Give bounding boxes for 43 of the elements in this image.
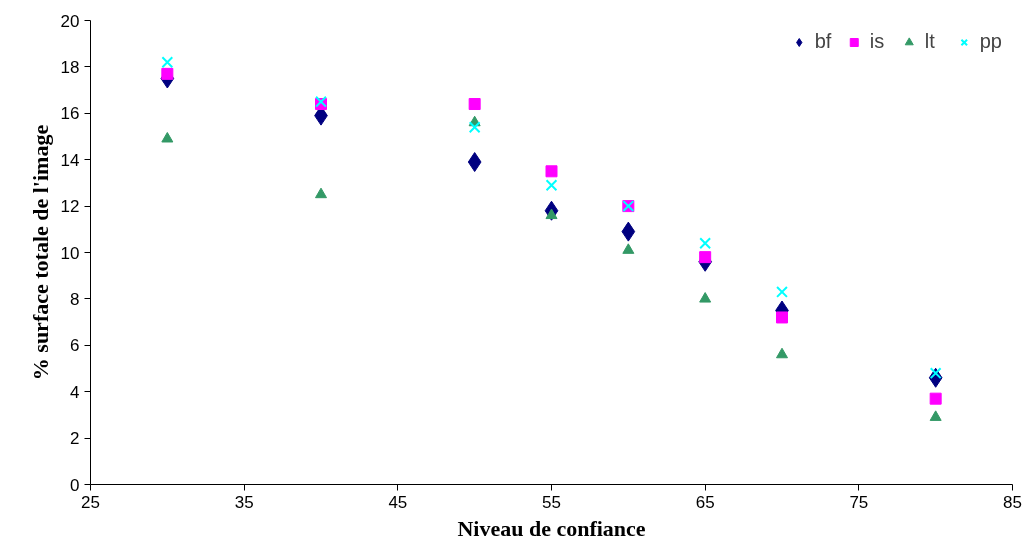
x-axis-title: Niveau de confiance [457, 515, 646, 541]
point [545, 165, 558, 178]
y-tick-label: 14 [60, 150, 80, 170]
legend-label: is [869, 30, 886, 53]
y-tick-label: 10 [60, 243, 80, 263]
point [161, 67, 174, 80]
point [699, 292, 712, 303]
legend-label: lt [924, 30, 936, 53]
point [161, 131, 174, 143]
point [468, 121, 481, 134]
x-tick-label: 25 [81, 492, 100, 512]
y-tick-label: 8 [70, 289, 80, 309]
y-tick-label: 18 [60, 57, 80, 77]
point [776, 347, 788, 359]
point [315, 187, 327, 199]
x-tick-label: 35 [234, 492, 254, 512]
point [776, 311, 788, 324]
x-tick-label: 65 [695, 492, 715, 512]
y-tick-label: 2 [70, 429, 80, 449]
y-tick-label: 6 [70, 336, 80, 356]
y-tick-label: 0 [70, 475, 80, 495]
point [699, 237, 712, 250]
point [699, 251, 712, 264]
point [161, 56, 174, 69]
y-tick-label: 20 [60, 11, 80, 31]
point [929, 410, 942, 421]
x-tick-label: 75 [849, 492, 869, 512]
y-axis-title: % surface totale de l'image [27, 124, 53, 381]
x-tick-label: 55 [542, 492, 561, 512]
legend-label: pp [979, 30, 1002, 53]
point [622, 243, 635, 254]
y-tick-label: 12 [60, 197, 80, 217]
point [621, 221, 636, 242]
point [776, 285, 788, 298]
legend-label: bf [814, 30, 833, 53]
y-tick-label: 16 [60, 104, 80, 124]
y-tick-label: 4 [70, 382, 80, 402]
point [929, 392, 942, 405]
point [545, 179, 558, 192]
x-tick-label: 85 [1003, 492, 1022, 512]
x-tick-label: 45 [388, 492, 408, 512]
point [468, 98, 481, 111]
point [467, 152, 482, 173]
